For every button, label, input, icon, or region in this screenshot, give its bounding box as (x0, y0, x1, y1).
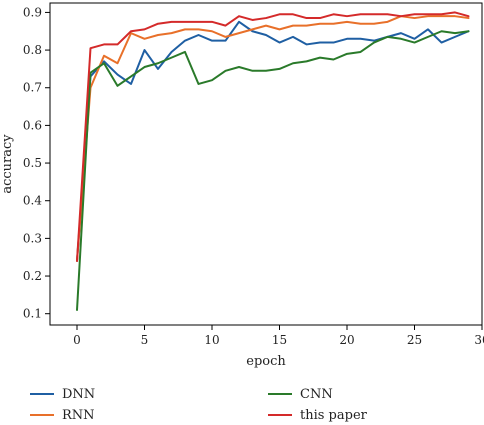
y-tick-label: 0.2 (23, 269, 42, 283)
x-tick-label: 10 (204, 333, 219, 347)
legend: DNN RNN CNN this paper (30, 387, 368, 423)
x-axis-title: epoch (246, 354, 286, 369)
y-tick-label: 0.6 (23, 118, 42, 132)
legend-label-dnn: DNN (62, 387, 95, 402)
x-tick-label: 0 (73, 333, 81, 347)
y-tick-label: 0.4 (23, 194, 42, 208)
series-line-dnn (76, 20, 470, 262)
x-tick-label: 20 (339, 333, 354, 347)
y-tick-label: 0.1 (23, 307, 42, 321)
series-line-cnn (76, 30, 470, 311)
x-tick-label: 25 (407, 333, 422, 347)
legend-label-this-paper: this paper (300, 408, 368, 423)
y-axis-title: accuracy (0, 134, 15, 194)
y-tick-label: 0.7 (23, 81, 42, 95)
plot-frame (49, 2, 483, 326)
y-tick-label: 0.9 (23, 5, 42, 19)
series-layer (76, 11, 470, 311)
y-tick-label: 0.8 (23, 43, 42, 57)
legend-label-rnn: RNN (62, 408, 95, 423)
y-tick-label: 0.5 (23, 156, 42, 170)
x-tick-label: 30 (474, 333, 484, 347)
y-tick-label: 0.3 (23, 231, 42, 245)
axes: 0 5 10 15 20 25 30 0.1 0.2 0.3 0.4 0.5 0.6 0.7 0.8 0.9 e… (0, 2, 484, 369)
x-tick-label: 5 (141, 333, 149, 347)
legend-label-cnn: CNN (300, 387, 333, 402)
series-line-this-paper (76, 11, 470, 262)
x-tick-label: 15 (272, 333, 287, 347)
series-line-rnn (76, 15, 470, 262)
